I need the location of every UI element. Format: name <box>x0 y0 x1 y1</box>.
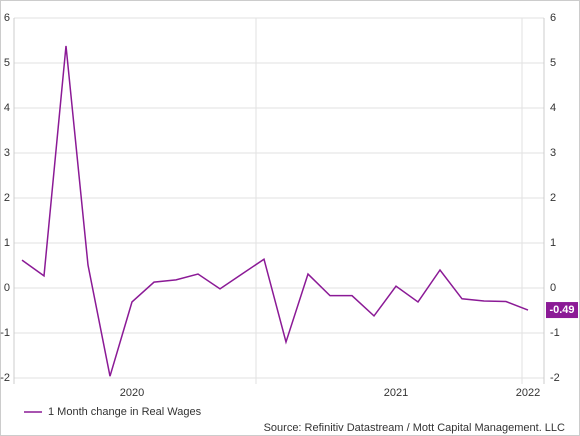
y2-tick-label: 5 <box>550 57 556 69</box>
y-tick-label: 6 <box>4 12 10 24</box>
x-tick-label: 2021 <box>384 387 408 399</box>
y2-tick-label: 2 <box>550 192 556 204</box>
y-tick-label: 4 <box>4 102 10 114</box>
x-tick-label: 2020 <box>120 387 144 399</box>
y2-tick-label: 6 <box>550 12 556 24</box>
last-value-label: -0.49 <box>549 304 574 316</box>
source: Source: Refinitiv Datastream / Mott Capi… <box>264 422 565 434</box>
legend-label: 1 Month change in Real Wages <box>48 406 202 418</box>
y2-tick-label: -2 <box>550 372 560 384</box>
y2-tick-label: 3 <box>550 147 556 159</box>
y2-tick-label: 4 <box>550 102 556 114</box>
y2-tick-label: -1 <box>550 327 560 339</box>
y-tick-label: -1 <box>0 327 10 339</box>
y-tick-label: 0 <box>4 282 10 294</box>
x-tick-label: 2022 <box>516 387 540 399</box>
y-tick-label: 1 <box>4 237 10 249</box>
y2-tick-label: 1 <box>550 237 556 249</box>
last-value-box <box>546 302 578 319</box>
y-tick-label: 3 <box>4 147 10 159</box>
y-tick-label: 2 <box>4 192 10 204</box>
y-tick-label: -2 <box>0 372 10 384</box>
y2-tick-label: 0 <box>550 282 556 294</box>
data-line <box>21 45 529 377</box>
y-tick-label: 5 <box>4 57 10 69</box>
